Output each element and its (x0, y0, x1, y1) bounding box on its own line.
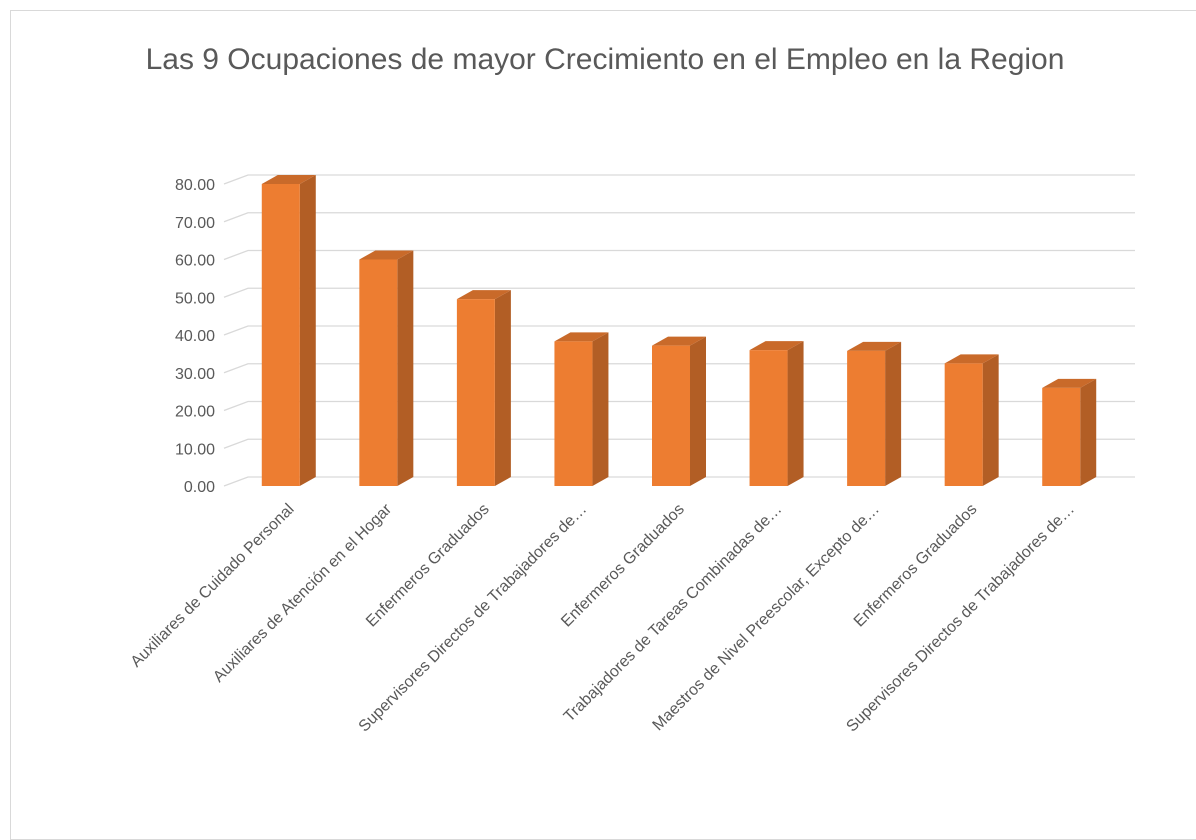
bar-front (359, 259, 398, 486)
bar-side (885, 341, 902, 486)
x-tick-label: Auxiliares de Cuidado Personal (128, 501, 298, 671)
y-tick-label: 40.00 (175, 328, 215, 345)
bar-top (944, 354, 999, 364)
y-tick-label: 30.00 (175, 366, 215, 383)
bar-top (554, 332, 609, 342)
y-tick-label: 60.00 (175, 253, 215, 270)
bar (261, 175, 316, 486)
bar-side (494, 290, 511, 486)
bar-front (456, 299, 495, 486)
bar-front (749, 350, 788, 486)
bar (456, 290, 511, 486)
grid-line (223, 438, 1135, 449)
x-tick-label: Supervisores Directos de Trabajadores de… (356, 501, 591, 736)
grid-line (223, 174, 1135, 185)
y-tick-label: 10.00 (175, 441, 215, 458)
bar-side (787, 341, 804, 486)
x-tick-label: Auxiliares de Atención en el Hogar (210, 500, 395, 685)
bar-side (299, 175, 316, 486)
bar-top (652, 336, 706, 346)
x-tick-label: Trabajadores de Tareas Combinadas de… (561, 501, 786, 726)
x-tick-label: Supervisores Directos de Trabajadores de… (843, 501, 1078, 736)
bar-side (982, 354, 999, 486)
bar (652, 336, 706, 486)
y-tick-label: 20.00 (175, 404, 215, 421)
grid-line (223, 400, 1135, 412)
bar-top (1042, 378, 1097, 388)
bar-side (592, 332, 609, 486)
grid-line (223, 363, 1135, 374)
chart-title: Las 9 Ocupaciones de mayor Crecimiento e… (145, 43, 1065, 76)
bar (847, 341, 902, 486)
bar-front (944, 363, 983, 486)
bar (944, 354, 999, 486)
grid-line (223, 325, 1135, 336)
bar-side (397, 250, 414, 486)
bar-top (456, 290, 511, 300)
bar-front (652, 345, 690, 486)
grid-line (223, 476, 1135, 487)
bar (749, 341, 804, 486)
bar-front (1042, 387, 1081, 486)
bar-front (554, 341, 593, 486)
grid-line (223, 249, 1135, 261)
grid-line (223, 212, 1135, 223)
bar-side (690, 336, 706, 486)
bar-side (1080, 378, 1097, 486)
bar (1042, 378, 1097, 486)
bar (359, 250, 414, 486)
grid-line (223, 287, 1135, 298)
bar-top (359, 250, 414, 260)
bar (554, 332, 609, 486)
x-tick-label: Maestros de Nivel Preescolar, Excepto de… (650, 501, 883, 734)
y-tick-label: 50.00 (175, 290, 215, 307)
y-tick-label: 0.00 (184, 479, 215, 496)
bar-top (749, 341, 804, 351)
bar-top (847, 341, 902, 351)
bar-front (847, 350, 886, 486)
y-tick-label: 70.00 (175, 215, 215, 232)
y-tick-label: 80.00 (175, 177, 215, 194)
bar-top (261, 175, 316, 184)
bar-front (261, 184, 300, 486)
